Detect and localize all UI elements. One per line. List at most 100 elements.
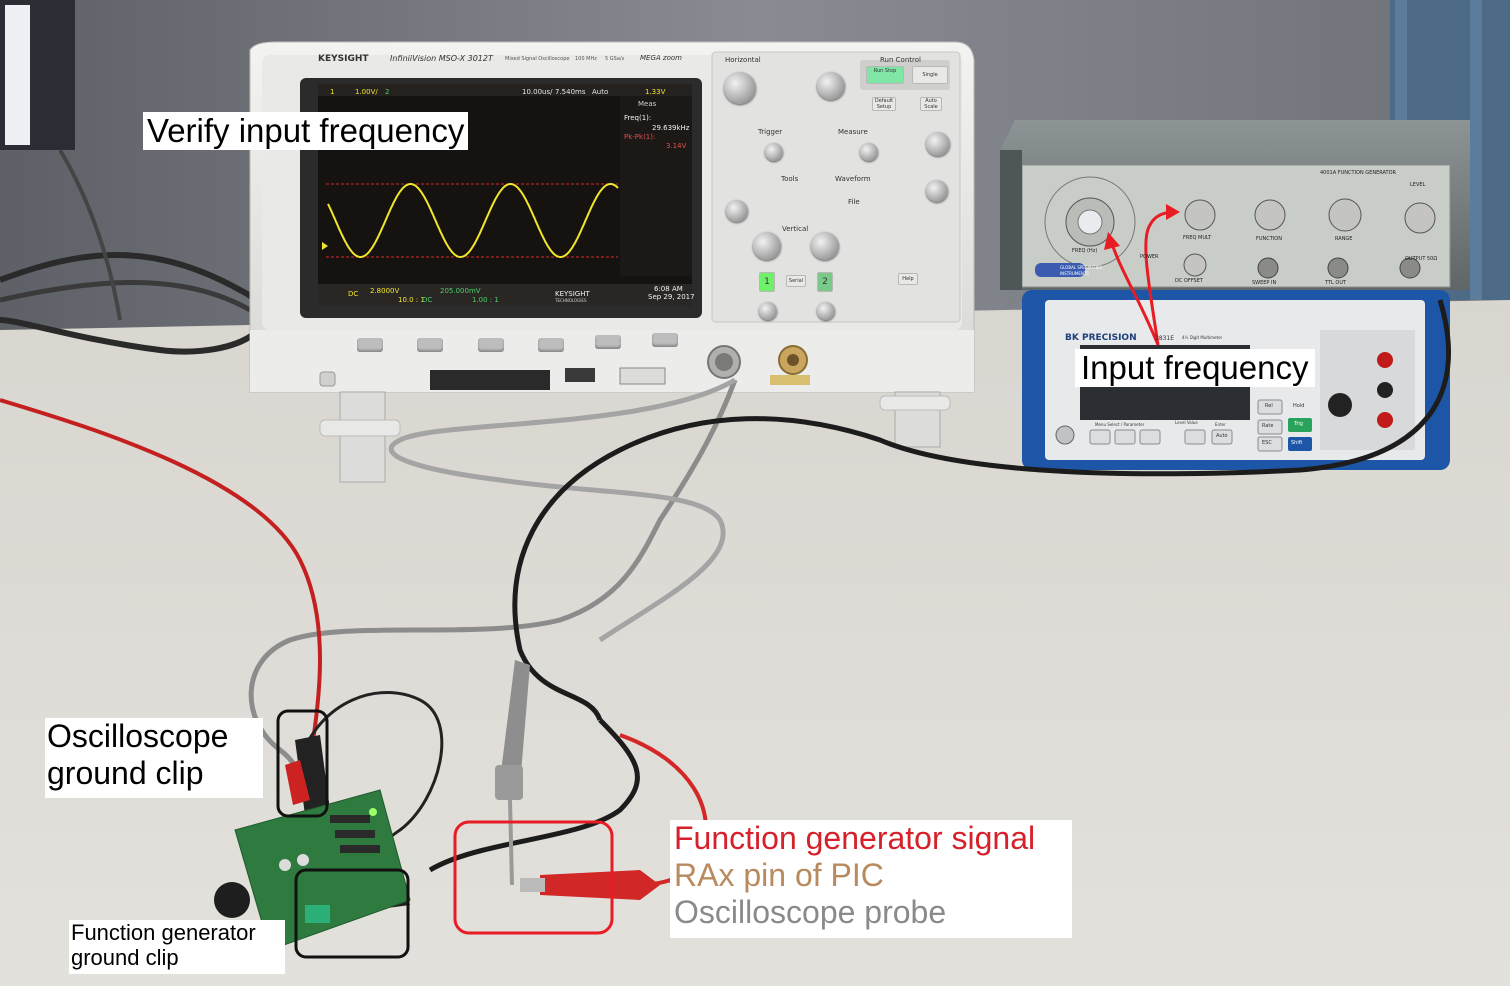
clock: 6:08 AM <box>654 285 683 293</box>
ch1-scale: 1.00V/ <box>355 88 378 96</box>
horizontal-scale-knob[interactable] <box>724 72 756 104</box>
softkey-1[interactable] <box>357 338 383 352</box>
fg-ground-line-2: ground clip <box>71 945 179 971</box>
softkey-3[interactable] <box>478 338 504 352</box>
legend-oscilloscope-probe: Oscilloscope probe <box>674 893 947 930</box>
freq-label: Freq(1): <box>624 114 652 122</box>
delay: 7.540ms <box>555 88 586 96</box>
ch1-position-knob[interactable] <box>759 302 777 320</box>
fg-ground-highlight <box>294 868 410 959</box>
dmm-hold-button[interactable]: Hold <box>1293 403 1305 409</box>
fg-power-label: POWER <box>1140 254 1159 260</box>
tools-label: Tools <box>781 175 799 183</box>
dmm-subtitle: 4½ Digit Multimeter <box>1182 335 1223 340</box>
fg-ground-line-1: Function generator <box>71 920 256 945</box>
entry-knob[interactable] <box>926 132 950 156</box>
default-setup-button[interactable]: Default Setup <box>872 97 896 111</box>
dmm-rate-button[interactable]: Rate <box>1262 423 1274 429</box>
serial-button[interactable]: Serial <box>786 275 806 287</box>
buzzer <box>214 882 250 918</box>
function-generator-ground-clip-label: Function generator ground clip <box>69 920 285 974</box>
scope-waveform-display <box>318 84 692 306</box>
freq-value: 29.639kHz <box>652 124 690 132</box>
verify-input-frequency-label: Verify input frequency <box>143 112 469 150</box>
dmm-rel-button[interactable]: Rel <box>1265 403 1273 409</box>
scope-model: InfiniiVision MSO-X 3012T <box>390 54 493 63</box>
ch1-probe: 10.0 : 1 <box>398 296 425 304</box>
ch2-position-knob[interactable] <box>817 302 835 320</box>
measure-label: Measure <box>838 128 868 136</box>
input-frequency-label: Input frequency <box>1075 349 1315 387</box>
legend-rax-pin: RAx pin of PIC <box>674 856 884 893</box>
fg-sweep-in-label: SWEEP IN <box>1252 280 1277 286</box>
ch2-coupling: DC <box>422 296 433 304</box>
ch2-vertical-scale-knob[interactable] <box>811 232 839 260</box>
osc-ground-line-2: ground clip <box>47 754 204 791</box>
meas-label: Meas <box>638 100 657 108</box>
touch-knob[interactable] <box>726 200 748 222</box>
oscilloscope-ground-clip-label: Oscilloscope ground clip <box>45 718 263 798</box>
run-stop-button[interactable]: Run Stop <box>866 66 904 84</box>
signal-legend: Function generator signal RAx pin of PIC… <box>670 820 1072 938</box>
ch1-marker <box>322 242 328 250</box>
dmm-model: 2831E <box>1155 335 1175 342</box>
ch2-probe: 1.00 : 1 <box>472 296 499 304</box>
pkpk-label: Pk-Pk(1): <box>624 133 656 141</box>
dmm-trig-button[interactable]: Trig <box>1294 421 1303 427</box>
softkey-2[interactable] <box>417 338 443 352</box>
softkey-5[interactable] <box>595 335 621 349</box>
dmm-enter-label: Enter <box>1215 422 1226 427</box>
vertical-label: Vertical <box>782 225 809 233</box>
ch2-offset: 205.000mV <box>440 287 481 295</box>
single-button[interactable]: Single <box>912 66 948 84</box>
fg-freq-hz-label: FREQ (Hz) <box>1072 248 1098 254</box>
screen-brand-sub: TECHNOLOGIES <box>555 298 587 303</box>
trigger-label: Trigger <box>758 128 783 136</box>
fg-dc-offset-label: DC OFFSET <box>1175 278 1203 284</box>
softkey-6[interactable] <box>652 333 678 347</box>
dmm-auto-button[interactable]: Auto <box>1216 433 1228 439</box>
scope-bandwidth: 100 MHz <box>575 56 597 62</box>
ch1-offset: 2.8000V <box>370 287 400 295</box>
horizontal-label: Horizontal <box>725 56 761 64</box>
waveform-knob[interactable] <box>926 180 948 202</box>
sine-waveform <box>327 183 619 259</box>
file-label: File <box>848 198 860 206</box>
date: Sep 29, 2017 <box>648 293 695 301</box>
global-specialties-logo <box>1035 263 1085 277</box>
scope-sample-rate: 5 GSa/s <box>605 56 625 62</box>
scope-subtitle: Mixed Signal Oscilloscope <box>505 56 570 62</box>
horizontal-position-knob[interactable] <box>817 72 845 100</box>
cursors-knob[interactable] <box>860 143 878 161</box>
keysight-logo: KEYSIGHT <box>318 54 369 64</box>
osc-ground-highlight <box>276 709 329 818</box>
fg-maker-sub: INSTRUMENTS <box>1060 271 1089 276</box>
ch1-indicator: 1 <box>330 88 335 96</box>
trigger-mode: Auto <box>592 88 609 96</box>
usb-slot <box>430 370 550 390</box>
osc-ground-line-1: Oscilloscope <box>47 718 229 754</box>
legend-function-generator-signal: Function generator signal <box>674 820 1036 856</box>
dmm-esc-button[interactable]: ESC <box>1262 440 1272 446</box>
fg-level-label: LEVEL <box>1410 182 1426 188</box>
trigger-level: 1.33V <box>645 88 666 96</box>
ch1-button[interactable]: 1 <box>759 272 775 292</box>
dmm-shift-button[interactable]: Shift <box>1291 440 1303 446</box>
dmm-level-label: Level Value <box>1175 420 1198 425</box>
dmm-brand: BK PRECISION <box>1065 333 1137 343</box>
fg-maker: GLOBAL SPECIALTIES <box>1060 265 1102 270</box>
help-button[interactable]: Help <box>898 273 918 285</box>
time-scale: 10.00us/ <box>522 88 553 96</box>
ch1-vertical-scale-knob[interactable] <box>753 232 781 260</box>
fg-range-label: RANGE <box>1335 236 1353 242</box>
ch1-coupling: DC <box>348 290 359 298</box>
probe-tip-highlight <box>453 820 614 935</box>
fg-ttl-out-label: TTL OUT <box>1325 280 1347 286</box>
trigger-level-knob[interactable] <box>765 143 783 161</box>
fg-freq-mult-label: FREQ MULT <box>1183 235 1212 241</box>
softkey-4[interactable] <box>538 338 564 352</box>
input-frequency-arrows <box>1108 210 1176 346</box>
ch2-button[interactable]: 2 <box>817 272 833 292</box>
auto-scale-button[interactable]: Auto Scale <box>920 97 942 111</box>
fg-output-label: OUTPUT 50Ω <box>1405 256 1438 262</box>
